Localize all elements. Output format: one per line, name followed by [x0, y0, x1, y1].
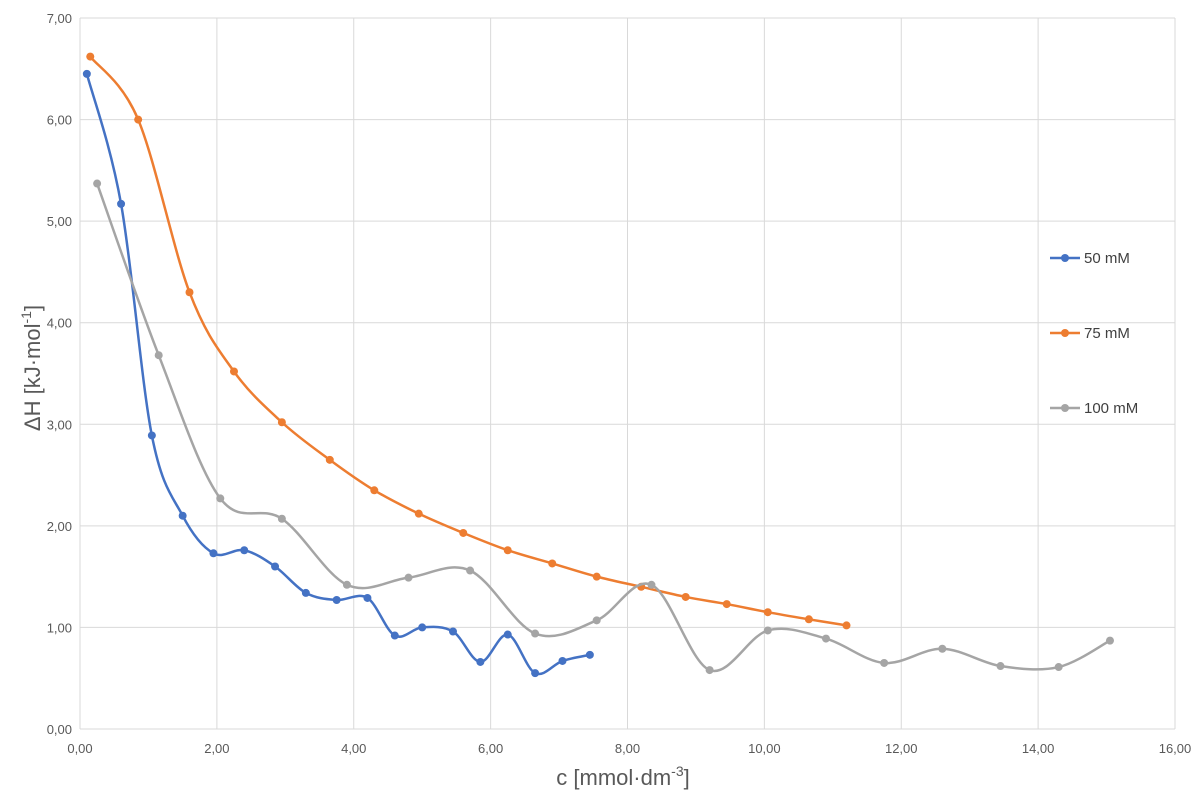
- grid-lines: [79, 17, 1176, 730]
- legend-marker: [1061, 329, 1069, 337]
- data-point: [178, 511, 187, 520]
- data-point: [240, 546, 249, 555]
- y-axis-title-main: ΔH [kJ·mol: [20, 323, 45, 431]
- x-axis-title-main: c [mmol·dm: [556, 765, 671, 790]
- series-line: [85, 73, 591, 676]
- data-point: [342, 580, 351, 589]
- legend-marker: [1061, 404, 1069, 412]
- data-point: [86, 52, 95, 61]
- data-point: [229, 367, 238, 376]
- x-tick-label: 14,00: [1022, 741, 1055, 756]
- x-tick-label: 0,00: [67, 741, 92, 756]
- series-line: [89, 55, 847, 627]
- x-tick-label: 12,00: [885, 741, 918, 756]
- data-point: [647, 580, 656, 589]
- data-point: [763, 626, 772, 635]
- data-point: [117, 199, 126, 208]
- series-layer: [82, 52, 1114, 678]
- legend: 50 mM 75 mM 100 mM: [1050, 250, 1138, 417]
- y-tick-label: 7,00: [47, 11, 72, 26]
- data-point: [821, 634, 830, 643]
- y-tick-label: 4,00: [47, 316, 72, 331]
- data-point: [418, 623, 427, 632]
- data-point: [332, 596, 341, 605]
- y-axis-title-end: ]: [20, 305, 45, 311]
- data-point: [277, 418, 286, 427]
- x-axis-title: c [mmol·dm-3]: [556, 763, 689, 790]
- data-point: [842, 621, 851, 630]
- data-point: [390, 631, 399, 640]
- x-tick-label: 2,00: [204, 741, 229, 756]
- series-50-mm: [82, 69, 594, 678]
- y-axis-title: ΔH [kJ·mol-1]: [18, 305, 45, 431]
- data-point: [503, 546, 512, 555]
- data-point: [585, 650, 594, 659]
- y-tick-label: 6,00: [47, 113, 72, 128]
- data-point: [592, 572, 601, 581]
- data-point: [134, 115, 143, 124]
- y-tick-label: 0,00: [47, 722, 72, 737]
- data-point: [147, 431, 156, 440]
- data-point: [681, 592, 690, 601]
- x-axis-title-end: ]: [684, 765, 690, 790]
- data-point: [763, 608, 772, 617]
- y-tick-label: 1,00: [47, 620, 72, 635]
- legend-marker: [1061, 254, 1069, 262]
- data-point: [804, 615, 813, 624]
- tick-labels: 0,00 1,00 2,00 3,00 4,00 5,00 6,00 7,00 0,00 2,00…: [47, 11, 1192, 756]
- data-point: [363, 593, 372, 602]
- data-point: [216, 494, 225, 503]
- data-point: [996, 662, 1005, 671]
- data-point: [705, 666, 714, 675]
- data-point: [558, 656, 567, 665]
- data-point: [448, 627, 457, 636]
- x-tick-label: 8,00: [615, 741, 640, 756]
- data-point: [370, 486, 379, 495]
- data-point: [271, 562, 280, 571]
- y-tick-label: 3,00: [47, 417, 72, 432]
- legend-entry: 100 mM: [1050, 400, 1138, 417]
- legend-entry: 75 mM: [1050, 325, 1130, 342]
- y-tick-label: 5,00: [47, 214, 72, 229]
- data-point: [592, 616, 601, 625]
- data-point: [414, 509, 423, 518]
- data-point: [325, 455, 334, 464]
- x-tick-label: 10,00: [748, 741, 781, 756]
- y-axis-title-sup: -1: [18, 311, 34, 324]
- data-point: [277, 514, 286, 523]
- data-point: [404, 573, 413, 582]
- series-line: [95, 183, 1111, 673]
- x-tick-label: 4,00: [341, 741, 366, 756]
- data-point: [938, 644, 947, 653]
- data-point: [880, 658, 889, 667]
- data-point: [531, 669, 540, 678]
- y-tick-label: 2,00: [47, 519, 72, 534]
- legend-label: 75 mM: [1084, 325, 1130, 342]
- data-point: [82, 69, 91, 78]
- data-point: [154, 351, 163, 360]
- data-point: [548, 559, 557, 568]
- data-point: [209, 549, 218, 558]
- legend-entry: 50 mM: [1050, 250, 1130, 267]
- data-point: [466, 566, 475, 575]
- data-point: [459, 528, 468, 537]
- data-point: [1105, 636, 1114, 645]
- data-point: [722, 600, 731, 609]
- x-axis-title-sup: -3: [671, 763, 684, 779]
- x-tick-label: 16,00: [1159, 741, 1192, 756]
- data-point: [301, 588, 310, 597]
- series-100-mm: [93, 179, 1114, 675]
- data-point: [185, 288, 194, 297]
- legend-label: 100 mM: [1084, 400, 1138, 417]
- data-point: [93, 179, 102, 188]
- legend-label: 50 mM: [1084, 250, 1130, 267]
- x-tick-label: 6,00: [478, 741, 503, 756]
- data-point: [503, 630, 512, 639]
- data-point: [476, 657, 485, 666]
- data-point: [531, 629, 540, 638]
- data-point: [1054, 663, 1063, 672]
